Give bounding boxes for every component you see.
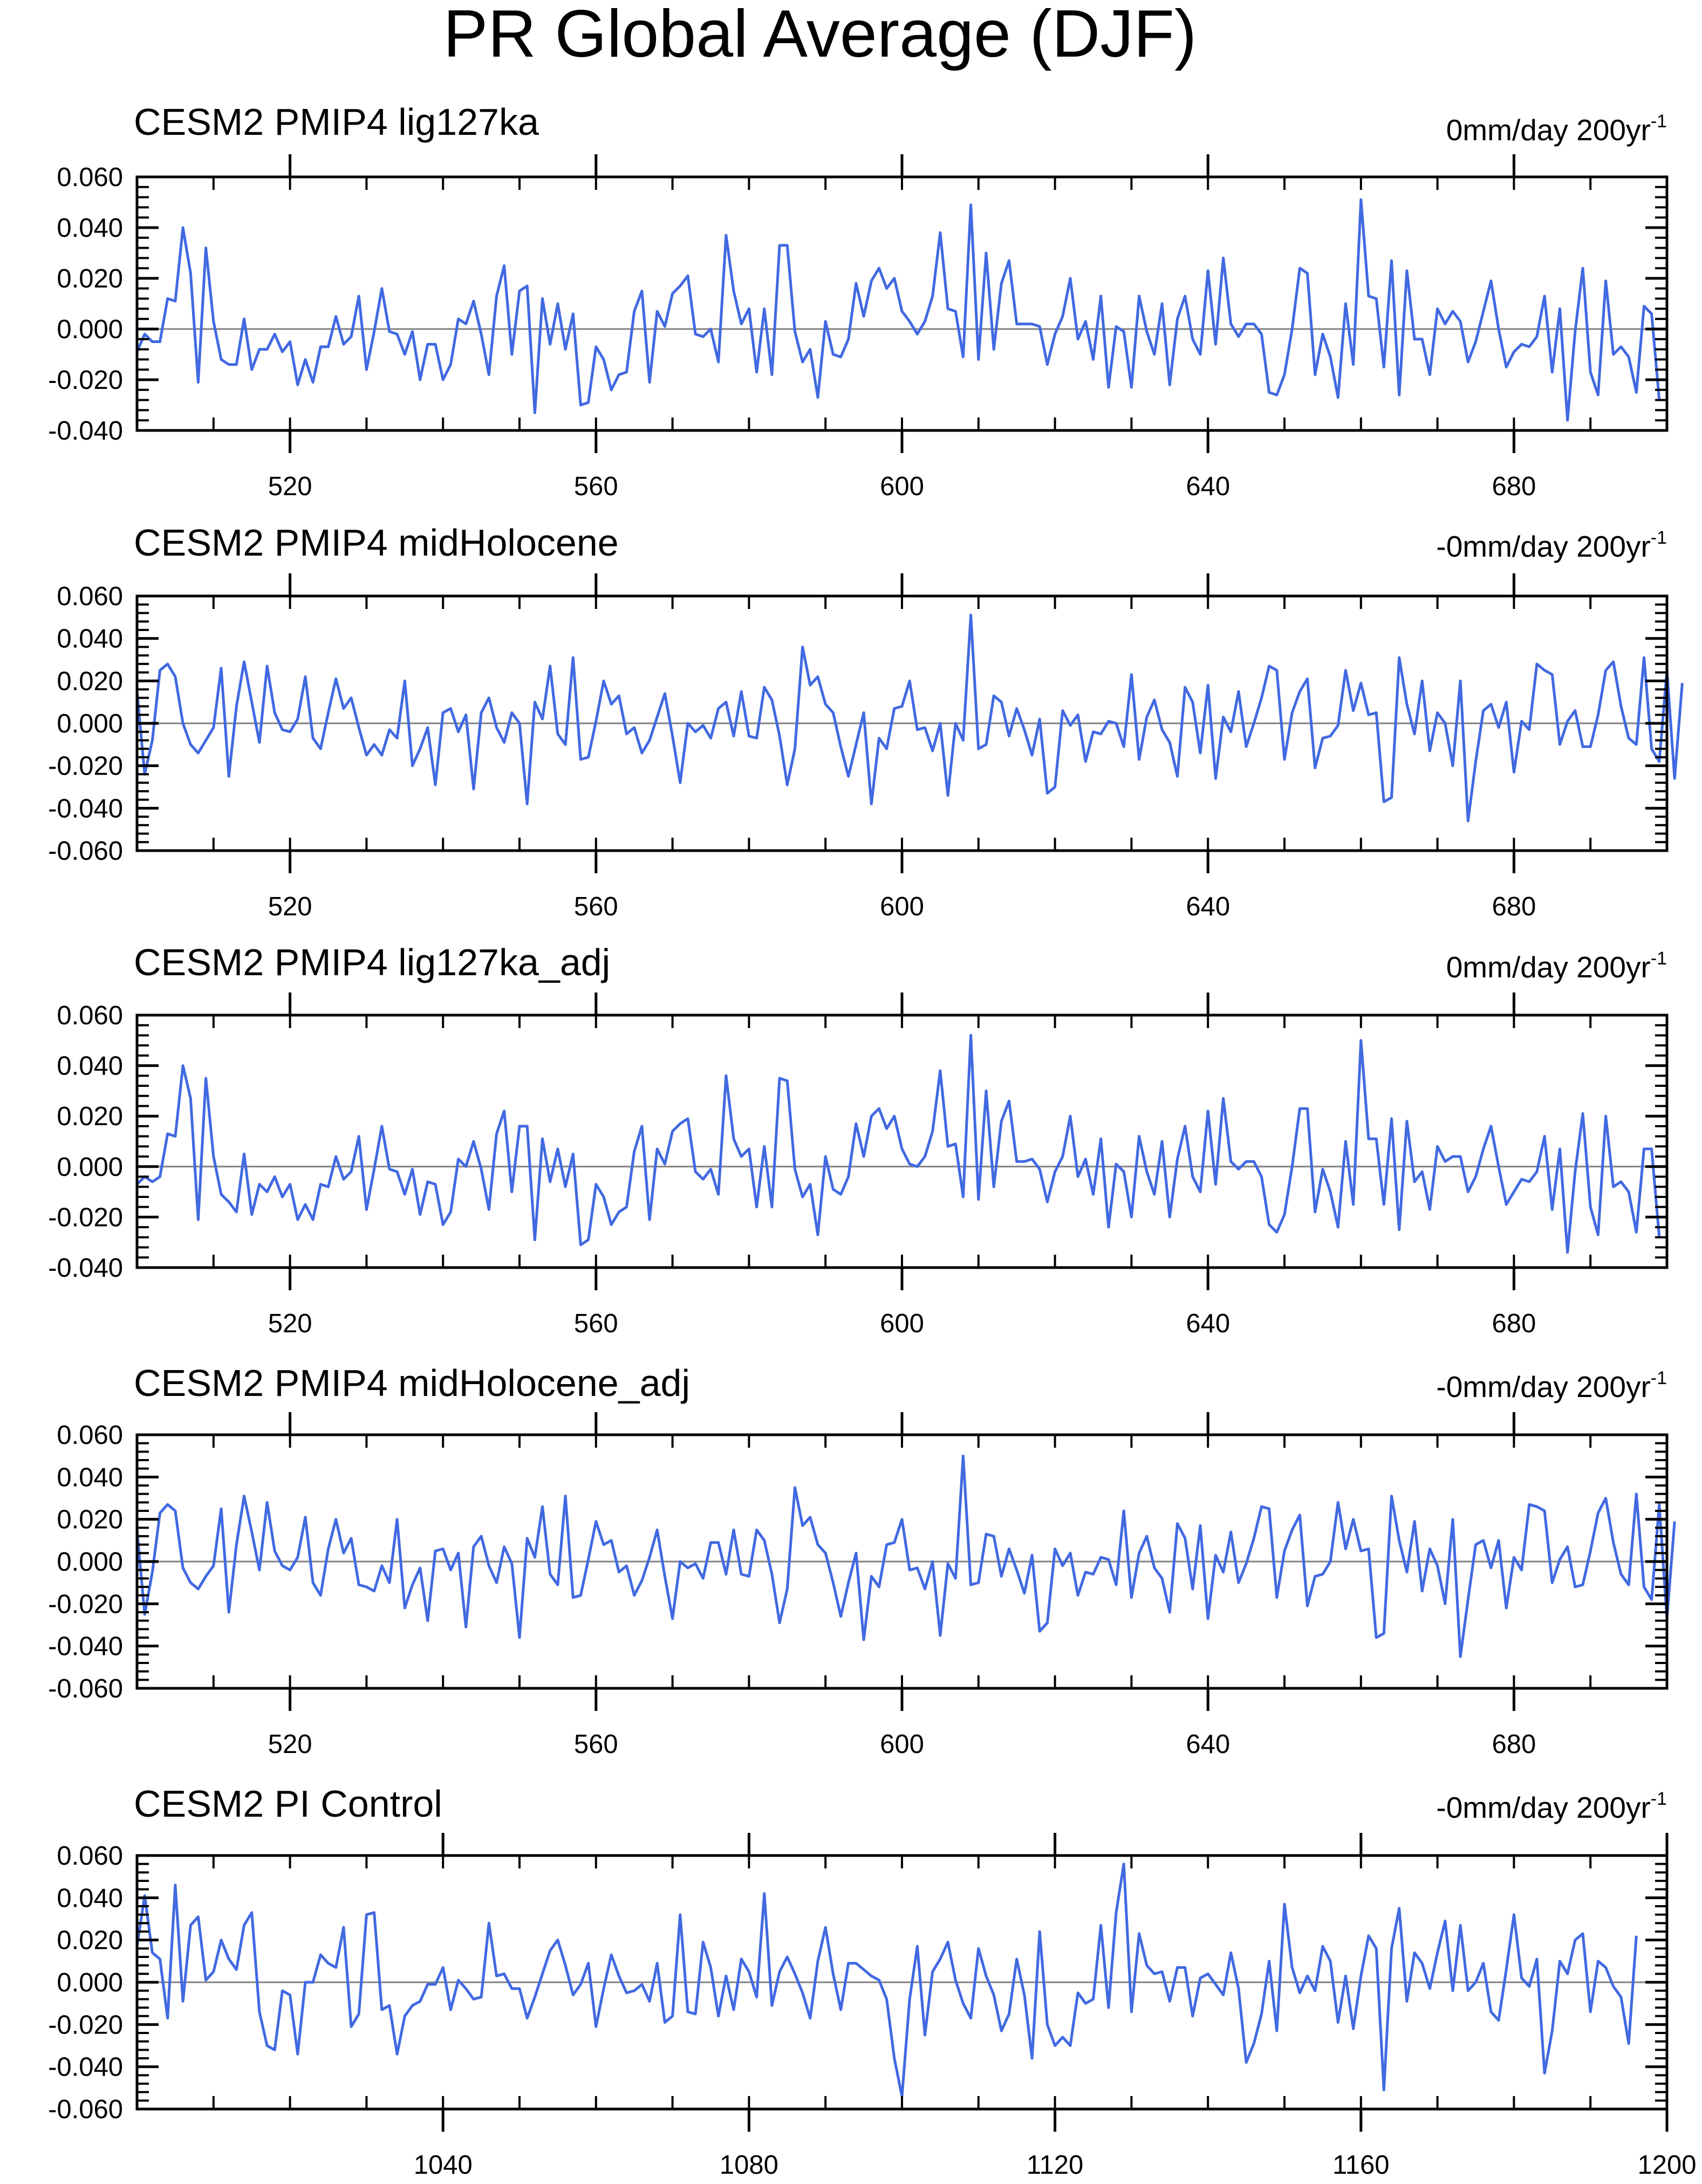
panel-midHolocene: CESM2 PMIP4 midHolocene -0mm/day 200yr-1…: [48, 522, 1684, 921]
y-tick-label: -0.060: [48, 1674, 123, 1703]
x-tick-label: 1120: [1027, 2151, 1083, 2180]
y-tick-label: 0.060: [57, 1421, 123, 1450]
y-tick-label: -0.020: [48, 366, 123, 395]
y-tick-label: 0.020: [57, 667, 123, 696]
panel-lig127ka-adj: CESM2 PMIP4 lig127ka_adj 0mm/day 200yr-1…: [48, 941, 1669, 1338]
x-tick-label: 560: [574, 892, 618, 921]
y-tick-label: 0.060: [57, 1841, 123, 1871]
x-tick-label: 680: [1492, 472, 1536, 501]
x-tick-label: 680: [1492, 892, 1536, 921]
x-tick-label: 520: [268, 1730, 312, 1759]
y-tick-label: 0.040: [57, 1052, 123, 1081]
x-tick-label: 680: [1492, 1309, 1536, 1338]
x-tick-label: 640: [1186, 472, 1230, 501]
y-tick-label: 0.040: [57, 1463, 123, 1492]
panel-pi-control: CESM2 PI Control -0mm/day 200yr-1 0.060 0…: [48, 1783, 1696, 2180]
x-tick-label: 640: [1186, 892, 1230, 921]
y-tick-label: -0.040: [48, 794, 123, 823]
x-tick-label: 520: [268, 1309, 312, 1338]
y-tick-label: 0.000: [57, 1548, 123, 1577]
panel-midHolocene-adj: CESM2 PMIP4 midHolocene_adj -0mm/day 200…: [48, 1362, 1676, 1759]
trend-label: 0mm/day 200yr-1: [1446, 111, 1667, 147]
y-tick-label: 0.040: [57, 625, 123, 654]
trend-label: -0mm/day 200yr-1: [1436, 1789, 1667, 1824]
plot-frame: [135, 175, 1669, 432]
y-tick-label: 0.000: [57, 709, 123, 738]
trend-exponent: -1: [1651, 1789, 1667, 1809]
panel-lig127ka: CESM2 PMIP4 lig127ka 0mm/day 200yr-1 0.0…: [48, 101, 1669, 501]
x-tick-label: 520: [268, 472, 312, 501]
trend-label: 0mm/day 200yr-1: [1446, 948, 1667, 984]
x-tick-label: 1080: [720, 2151, 778, 2180]
series-line: [135, 1454, 1676, 1658]
y-tick-label: -0.060: [48, 837, 123, 866]
y-tick-label: 0.040: [57, 1884, 123, 1913]
y-tick-label: -0.020: [48, 1590, 123, 1619]
y-tick-label: 0.020: [57, 1926, 123, 1955]
y-tick-label: -0.040: [48, 1254, 123, 1283]
trend-label: -0mm/day 200yr-1: [1436, 528, 1667, 563]
y-tick-label: -0.060: [48, 2095, 123, 2124]
y-tick-label: -0.020: [48, 1203, 123, 1232]
panel-title: CESM2 PMIP4 lig127ka_adj: [134, 941, 610, 983]
y-tick-label: -0.020: [48, 2010, 123, 2039]
y-tick-label: 0.060: [57, 582, 123, 611]
series-line: [135, 1863, 1638, 2098]
plot-frame: [135, 1014, 1669, 1269]
y-tick-label: 0.000: [57, 315, 123, 344]
y-tick-label: 0.060: [57, 163, 123, 192]
x-tick-label: 520: [268, 892, 312, 921]
trend-label: -0mm/day 200yr-1: [1436, 1368, 1667, 1403]
y-tick-label: 0.020: [57, 264, 123, 293]
y-tick-label: -0.040: [48, 416, 123, 446]
y-tick-label: 0.040: [57, 214, 123, 243]
x-tick-label: 1040: [414, 2151, 473, 2180]
x-tick-label: 1200: [1637, 2151, 1696, 2180]
x-tick-label: 600: [880, 1309, 924, 1338]
x-tick-label: 640: [1186, 1730, 1230, 1759]
x-tick-label: 600: [880, 1730, 924, 1759]
x-tick-label: 640: [1186, 1309, 1230, 1338]
y-tick-label: -0.020: [48, 752, 123, 781]
trend-exponent: -1: [1651, 1368, 1667, 1388]
y-tick-label: 0.020: [57, 1505, 123, 1535]
series-line: [135, 613, 1684, 823]
x-tick-label: 1160: [1332, 2151, 1389, 2180]
x-tick-label: 560: [574, 472, 618, 501]
x-tick-label: 680: [1492, 1730, 1536, 1759]
trend-exponent: -1: [1651, 528, 1667, 548]
y-tick-label: 0.000: [57, 1968, 123, 1997]
series-line: [135, 198, 1661, 422]
panel-title: CESM2 PMIP4 midHolocene: [134, 522, 619, 564]
x-tick-label: 560: [574, 1309, 618, 1338]
trend-exponent: -1: [1651, 948, 1667, 969]
series-line: [136, 1033, 1661, 1254]
x-tick-label: 560: [574, 1730, 618, 1759]
y-tick-label: 0.060: [57, 1001, 123, 1030]
trend-exponent: -1: [1651, 111, 1667, 132]
figure-title: PR Global Average (DJF): [443, 0, 1197, 71]
x-tick-label: 600: [880, 892, 924, 921]
y-tick-label: 0.020: [57, 1102, 123, 1131]
y-tick-label: -0.040: [48, 2053, 123, 2082]
x-tick-label: 600: [880, 472, 924, 501]
panel-title: CESM2 PMIP4 lig127ka: [134, 101, 539, 143]
y-tick-label: 0.000: [57, 1153, 123, 1182]
panel-title: CESM2 PI Control: [134, 1783, 442, 1825]
y-tick-label: -0.040: [48, 1632, 123, 1661]
panel-title: CESM2 PMIP4 midHolocene_adj: [134, 1362, 690, 1404]
